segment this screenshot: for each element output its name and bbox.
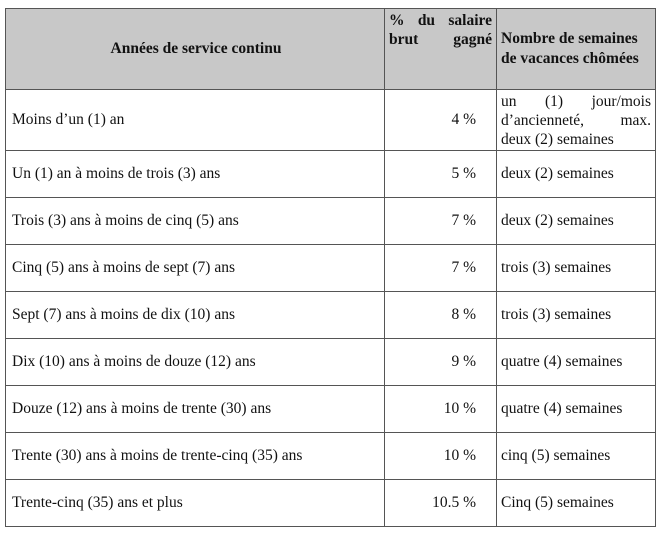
percent-cell: 7 %	[384, 244, 497, 292]
table-row: Moins d’un (1) an 4 % un (1) jour/mois d’a…	[5, 89, 656, 151]
years-cell: Moins d’un (1) an	[5, 89, 385, 151]
table-row: Sept (7) ans à moins de dix (10) ans 8 % t…	[5, 291, 656, 339]
table-row: Trente-cinq (35) ans et plus 10.5 % Cinq (…	[5, 479, 656, 527]
percent-cell: 7 %	[384, 197, 497, 245]
header-row: Années de service continu % du salaire b…	[5, 8, 656, 90]
table-row: Trente (30) ans à moins de trente-cinq (…	[5, 432, 656, 480]
percent-cell: 4 %	[384, 89, 497, 151]
weeks-cell: quatre (4) semaines	[496, 338, 656, 386]
years-cell: Trois (3) ans à moins de cinq (5) ans	[5, 197, 385, 245]
header-weeks: Nombre de semaines de vacances chômées	[496, 8, 656, 90]
weeks-cell: Cinq (5) semaines	[496, 479, 656, 527]
weeks-cell: quatre (4) semaines	[496, 385, 656, 433]
years-cell: Trente (30) ans à moins de trente-cinq (…	[5, 432, 385, 480]
weeks-cell: deux (2) semaines	[496, 197, 656, 245]
years-cell: Dix (10) ans à moins de douze (12) ans	[5, 338, 385, 386]
weeks-cell: cinq (5) semaines	[496, 432, 656, 480]
table-row: Trois (3) ans à moins de cinq (5) ans 7 %…	[5, 197, 656, 245]
weeks-cell: un (1) jour/mois d’ancienneté, max. deux…	[496, 89, 656, 151]
table-row: Dix (10) ans à moins de douze (12) ans 9 …	[5, 338, 656, 386]
percent-cell: 10.5 %	[384, 479, 497, 527]
percent-cell: 8 %	[384, 291, 497, 339]
percent-cell: 10 %	[384, 432, 497, 480]
table-row: Un (1) an à moins de trois (3) ans 5 % deu…	[5, 150, 656, 198]
header-percent: % du salaire brut gagné	[384, 8, 497, 90]
years-cell: Trente-cinq (35) ans et plus	[5, 479, 385, 527]
table-row: Cinq (5) ans à moins de sept (7) ans 7 % t…	[5, 244, 656, 292]
vacation-table: Années de service continu % du salaire b…	[5, 8, 656, 527]
percent-cell: 9 %	[384, 338, 497, 386]
percent-cell: 5 %	[384, 150, 497, 198]
weeks-cell: trois (3) semaines	[496, 244, 656, 292]
years-cell: Sept (7) ans à moins de dix (10) ans	[5, 291, 385, 339]
weeks-cell: deux (2) semaines	[496, 150, 656, 198]
header-years: Années de service continu	[5, 8, 385, 90]
weeks-cell: trois (3) semaines	[496, 291, 656, 339]
years-cell: Douze (12) ans à moins de trente (30) an…	[5, 385, 385, 433]
table-row: Douze (12) ans à moins de trente (30) an…	[5, 385, 656, 433]
percent-cell: 10 %	[384, 385, 497, 433]
years-cell: Un (1) an à moins de trois (3) ans	[5, 150, 385, 198]
years-cell: Cinq (5) ans à moins de sept (7) ans	[5, 244, 385, 292]
